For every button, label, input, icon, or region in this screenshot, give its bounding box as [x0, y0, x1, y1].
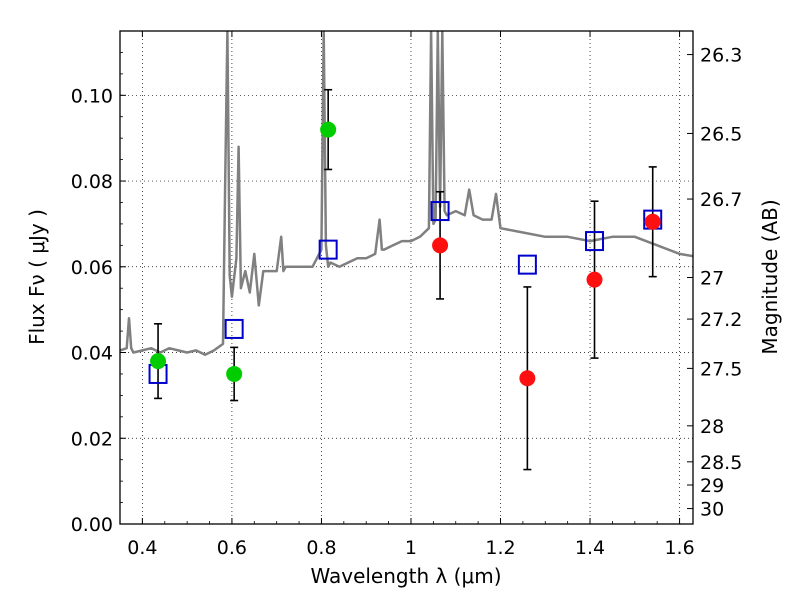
y-axis-label: Flux Fν ( μJy ) [25, 209, 49, 345]
grid-lines [120, 31, 693, 524]
right-tick-label: 26.5 [700, 123, 742, 145]
y-tick-label: 0.00 [71, 514, 113, 536]
observed-point [226, 365, 243, 382]
right-tick-label: 26.3 [700, 45, 742, 67]
right-tick-label: 27.2 [700, 309, 742, 331]
y-tick-label: 0.08 [71, 171, 113, 193]
x-tick-label: 1 [405, 537, 417, 559]
y-tick-labels: 0.00 0.02 0.04 0.06 0.08 0.10 [71, 85, 113, 536]
x-tick-labels: 0.4 0.6 0.8 1 1.2 1.4 1.6 [127, 537, 694, 559]
x-tick-label: 1.2 [485, 537, 515, 559]
plot-frame [119, 30, 694, 525]
x-tick-label: 0.6 [217, 537, 247, 559]
observed-point [320, 121, 337, 138]
right-tick-label: 26.7 [700, 189, 742, 211]
observed-point [150, 353, 167, 370]
y-tick-label: 0.10 [71, 85, 113, 107]
x-tick-label: 1.4 [575, 537, 605, 559]
x-tick-label: 1.6 [664, 537, 694, 559]
right-tick-label: 30 [700, 499, 724, 521]
right-tick-label: 27 [700, 268, 724, 290]
model-square-marker [517, 254, 537, 275]
y-tick-label: 0.06 [71, 257, 113, 279]
right-tick-label: 28 [700, 416, 724, 438]
x-tick-label: 0.8 [306, 537, 336, 559]
right-tick-label: 29 [700, 475, 724, 497]
tick-marks [119, 31, 693, 525]
y-tick-label: 0.04 [71, 343, 113, 365]
x-tick-label: 0.4 [127, 537, 157, 559]
x-axis-label: Wavelength λ (μm) [310, 564, 501, 588]
y-tick-label: 0.02 [71, 428, 113, 450]
right-tick-label: 27.5 [700, 358, 742, 380]
observed-point [519, 370, 536, 387]
observed-point [644, 213, 661, 230]
spectrum-layer [120, 31, 693, 356]
observed-point [432, 237, 449, 254]
right-tick-label: 28.5 [700, 452, 742, 474]
observed-point [586, 271, 603, 288]
model-square-marker [585, 231, 605, 252]
marker-layer [148, 121, 663, 387]
model-square-marker [224, 318, 244, 339]
model-square-marker [318, 239, 338, 260]
right-axis-label: Magnitude (AB) [758, 199, 782, 354]
spectrum-line [120, 31, 693, 356]
model-square-marker [430, 201, 450, 222]
